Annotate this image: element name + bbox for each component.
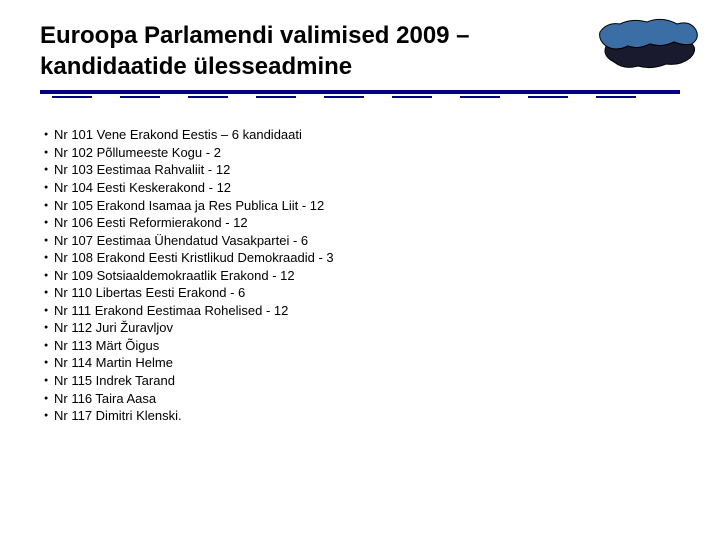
list-item: Nr 115 Indrek Tarand [44, 372, 680, 390]
list-item: Nr 112 Juri Žuravljov [44, 319, 680, 337]
content-area: Nr 101 Vene Erakond Eestis – 6 kandidaat… [0, 98, 720, 424]
page-title: Euroopa Parlamendi valimised 2009 – kand… [40, 20, 600, 82]
list-item: Nr 105 Erakond Isamaa ja Res Publica Lii… [44, 197, 680, 215]
list-item: Nr 110 Libertas Eesti Erakond - 6 [44, 284, 680, 302]
list-item: Nr 108 Erakond Eesti Kristlikud Demokraa… [44, 249, 680, 267]
list-item: Nr 117 Dimitri Klenski. [44, 407, 680, 425]
list-item: Nr 107 Eestimaa Ühendatud Vasakpartei - … [44, 232, 680, 250]
list-item: Nr 114 Martin Helme [44, 354, 680, 372]
list-item: Nr 111 Erakond Eestimaa Rohelised - 12 [44, 302, 680, 320]
estonia-map-logo [592, 10, 702, 80]
list-item: Nr 104 Eesti Keskerakond - 12 [44, 179, 680, 197]
list-item: Nr 106 Eesti Reformierakond - 12 [44, 214, 680, 232]
list-item: Nr 102 Põllumeeste Kogu - 2 [44, 144, 680, 162]
list-item: Nr 101 Vene Erakond Eestis – 6 kandidaat… [44, 126, 680, 144]
list-item: Nr 116 Taira Aasa [44, 390, 680, 408]
list-item: Nr 103 Eestimaa Rahvaliit - 12 [44, 161, 680, 179]
list-item: Nr 113 Märt Õigus [44, 337, 680, 355]
header: Euroopa Parlamendi valimised 2009 – kand… [0, 0, 720, 82]
title-underline [0, 90, 720, 98]
candidate-list: Nr 101 Vene Erakond Eestis – 6 kandidaat… [44, 126, 680, 424]
list-item: Nr 109 Sotsiaaldemokraatlik Erakond - 12 [44, 267, 680, 285]
